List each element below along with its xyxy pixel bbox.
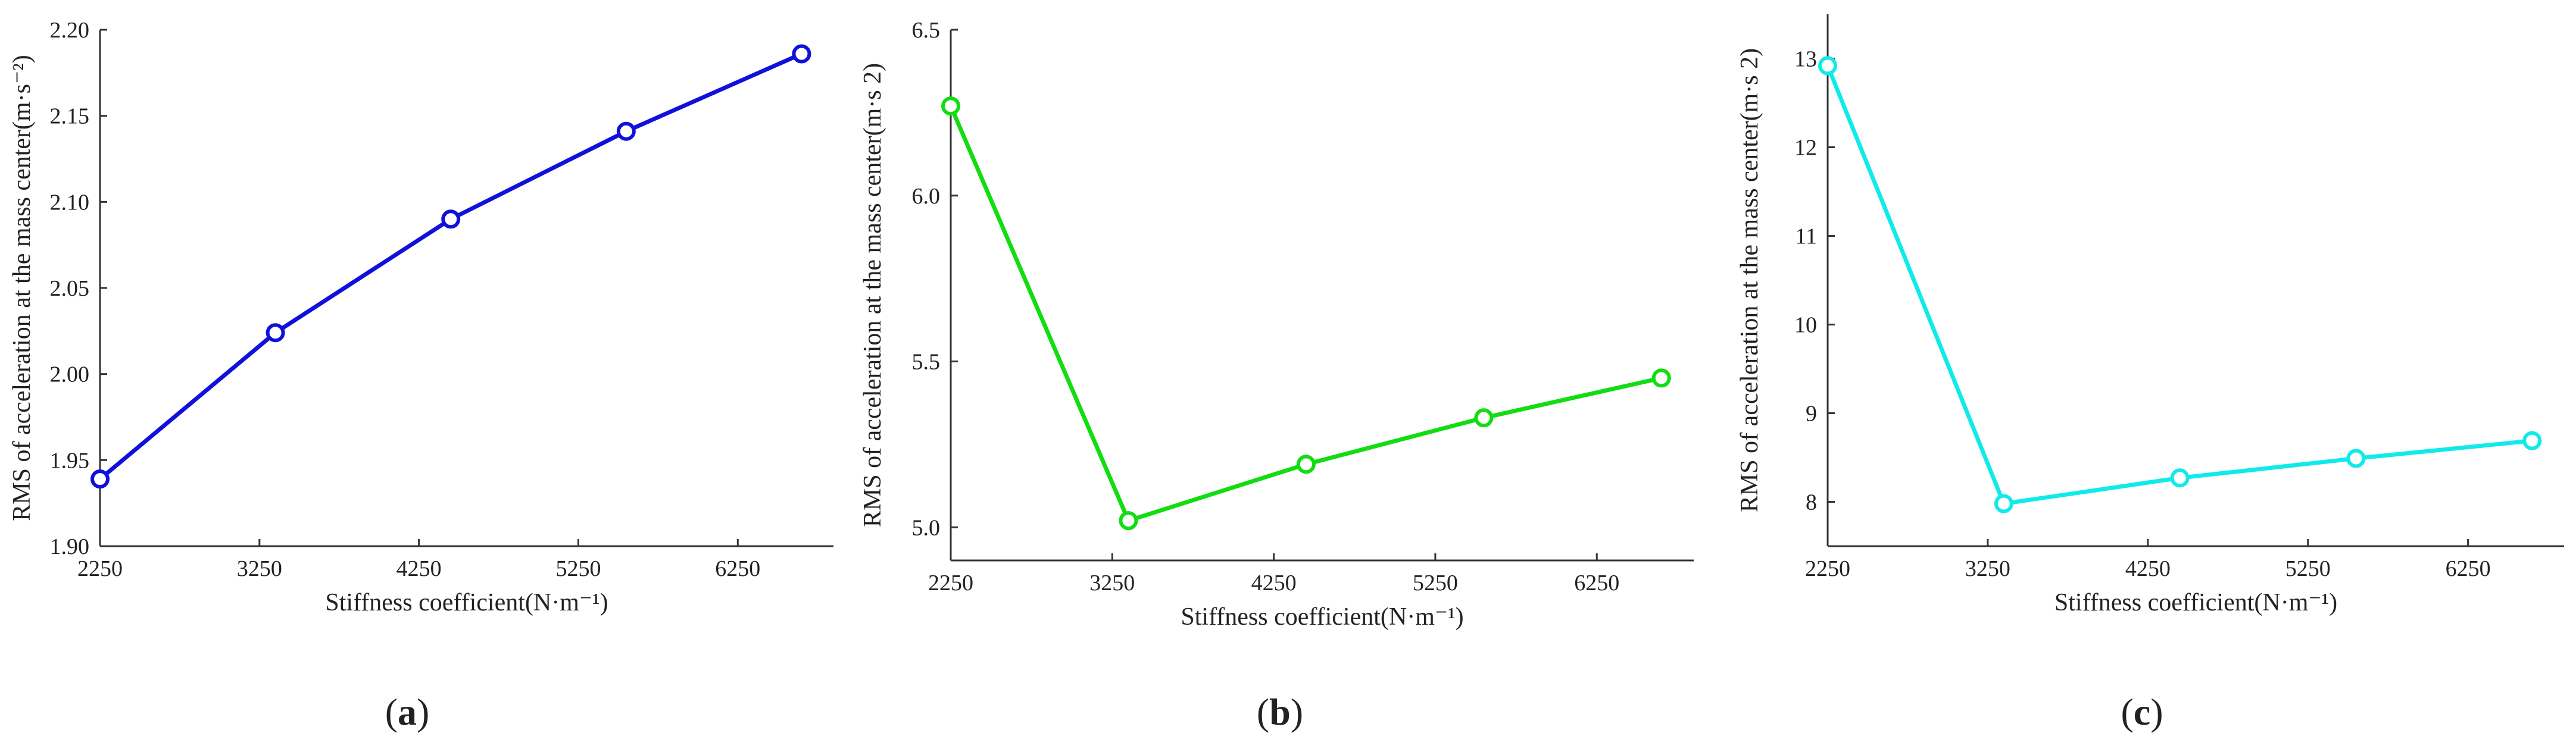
data-point bbox=[1119, 511, 1138, 531]
y-axis-title: RMS of acceleration at the mass center(m… bbox=[8, 55, 36, 521]
data-point bbox=[941, 96, 960, 116]
x-axis-title: Stiffness coefficient(N·m⁻¹) bbox=[2054, 589, 2337, 616]
y-tick-label: 2.00 bbox=[50, 362, 90, 387]
chart-panel-a: 2250 3250 4250 5250 6250 1.90 1.95 2.00 2.05 2.10… bbox=[8, 18, 833, 733]
y-tick-label: 6.0 bbox=[912, 184, 941, 209]
y-tick-label: 13 bbox=[1794, 47, 1817, 72]
x-tick-label: 3250 bbox=[1965, 556, 2010, 581]
x-tick-label: 5250 bbox=[555, 556, 601, 581]
x-tick-label: 6250 bbox=[2446, 556, 2491, 581]
panel-label: (b) bbox=[1257, 691, 1303, 733]
y-tick-label: 2.05 bbox=[50, 276, 90, 301]
data-point bbox=[1994, 494, 2013, 513]
chart-panel-c: 2250 3250 4250 5250 6250 8 9 10 11 12 13 Stiffness … bbox=[1736, 14, 2564, 733]
y-tick-label: 6.5 bbox=[912, 18, 941, 43]
panel-label: (a) bbox=[385, 691, 430, 733]
data-point bbox=[1818, 56, 1837, 76]
series-line bbox=[1825, 65, 2533, 506]
x-tick-label: 4250 bbox=[396, 556, 442, 581]
y-axis-title: RMS of acceleration at the mass center(m… bbox=[1736, 48, 1763, 512]
x-tick-label: 4250 bbox=[1251, 571, 1297, 596]
data-point bbox=[441, 209, 461, 229]
x-tick-label: 2250 bbox=[928, 571, 973, 596]
x-axis-title: Stiffness coefficient(N·m⁻¹) bbox=[325, 589, 608, 616]
x-tick-label: 6250 bbox=[715, 556, 760, 581]
x-axis-title: Stiffness coefficient(N·m⁻¹) bbox=[1181, 603, 1463, 631]
y-tick-label: 2.20 bbox=[50, 18, 90, 43]
y-tick-label: 9 bbox=[1806, 402, 1817, 427]
data-point bbox=[2346, 449, 2366, 468]
data-point bbox=[90, 469, 110, 489]
x-tick-label: 6250 bbox=[1574, 571, 1619, 596]
y-tick-label: 1.95 bbox=[50, 448, 90, 473]
x-tick-label: 4250 bbox=[2125, 556, 2171, 581]
data-point bbox=[616, 121, 636, 141]
x-tick-label: 3250 bbox=[1089, 571, 1135, 596]
y-tick-label: 2.15 bbox=[50, 104, 90, 129]
x-tick-label: 2250 bbox=[1805, 556, 1850, 581]
y-tick-label: 2.10 bbox=[50, 190, 90, 215]
y-tick-label: 12 bbox=[1794, 136, 1817, 161]
data-point bbox=[1474, 408, 1494, 428]
data-point bbox=[792, 44, 811, 64]
x-tick-label: 2250 bbox=[77, 556, 123, 581]
x-tick-label: 5250 bbox=[1413, 571, 1458, 596]
y-tick-label: 11 bbox=[1795, 224, 1817, 249]
data-point bbox=[2170, 468, 2190, 488]
data-point bbox=[1651, 368, 1671, 388]
x-tick-label: 5250 bbox=[2285, 556, 2331, 581]
y-tick-label: 5.0 bbox=[912, 515, 941, 540]
y-tick-label: 10 bbox=[1794, 313, 1817, 338]
series-line bbox=[98, 52, 803, 481]
y-axis-title: RMS of acceleration at the mass center(m… bbox=[859, 63, 886, 527]
chart-panel-b: 2250 3250 4250 5250 6250 5.0 5.5 6.0 6.5 Stiffnes… bbox=[859, 18, 1694, 733]
data-point bbox=[2522, 431, 2542, 450]
y-tick-label: 5.5 bbox=[912, 350, 941, 375]
panel-label: (c) bbox=[2121, 691, 2163, 733]
data-point bbox=[266, 323, 285, 343]
y-tick-label: 8 bbox=[1806, 490, 1817, 515]
x-tick-label: 3250 bbox=[237, 556, 282, 581]
data-point bbox=[1296, 455, 1316, 474]
y-tick-label: 1.90 bbox=[50, 534, 90, 559]
